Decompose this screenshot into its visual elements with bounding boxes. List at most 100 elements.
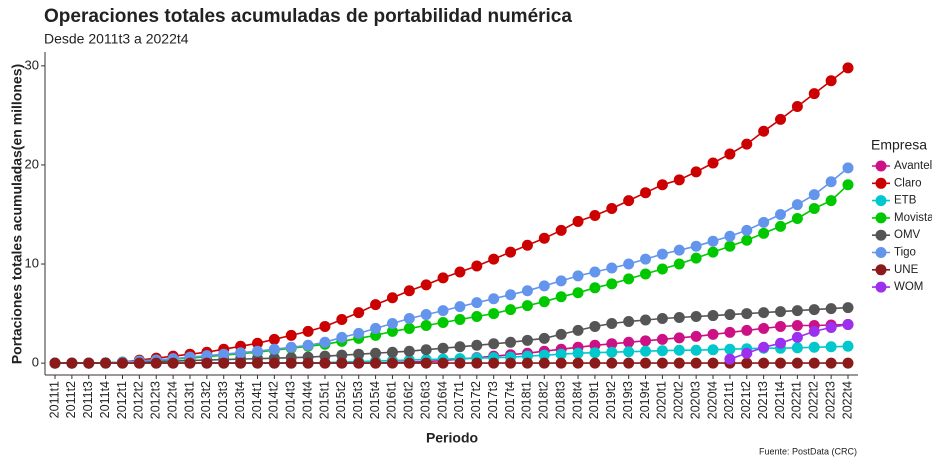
- data-point: [521, 285, 533, 297]
- data-point: [758, 307, 770, 319]
- x-tick-label: 2012t4: [165, 381, 179, 419]
- data-point: [690, 344, 702, 356]
- data-point: [589, 357, 601, 369]
- data-point: [825, 357, 837, 369]
- data-point: [353, 327, 365, 339]
- data-point: [775, 113, 787, 125]
- data-point: [673, 312, 685, 324]
- data-point: [521, 300, 533, 312]
- data-point: [386, 357, 398, 369]
- data-point: [488, 357, 500, 369]
- data-point: [623, 357, 635, 369]
- data-point: [437, 357, 449, 369]
- x-tick-label: 2015t3: [351, 381, 365, 419]
- data-point: [656, 179, 668, 191]
- x-tick-label: 2015t4: [368, 381, 382, 419]
- data-point: [825, 195, 837, 207]
- data-point: [808, 357, 820, 369]
- x-axis-label: Periodo: [426, 430, 478, 446]
- y-tick-label: 20: [25, 156, 39, 171]
- data-point: [775, 306, 787, 318]
- data-point: [589, 320, 601, 332]
- data-point: [791, 342, 803, 354]
- data-point: [791, 319, 803, 331]
- data-point: [336, 314, 348, 326]
- data-point: [640, 314, 652, 326]
- legend-label: Claro: [894, 177, 921, 189]
- data-point: [505, 289, 517, 301]
- x-tick-label: 2020t4: [705, 381, 719, 419]
- data-point: [623, 336, 635, 348]
- data-point: [133, 357, 145, 369]
- data-point: [673, 332, 685, 344]
- data-point: [707, 246, 719, 258]
- data-point: [555, 357, 567, 369]
- data-point: [623, 315, 635, 327]
- data-point: [623, 346, 635, 358]
- data-point: [791, 199, 803, 211]
- data-point: [589, 266, 601, 278]
- legend-key: [875, 281, 887, 293]
- data-point: [808, 325, 820, 337]
- data-point: [521, 334, 533, 346]
- x-tick-label: 2017t4: [503, 381, 517, 419]
- data-point: [251, 345, 263, 357]
- data-point: [555, 291, 567, 303]
- data-point: [403, 285, 415, 297]
- data-point: [251, 337, 263, 349]
- data-point: [572, 270, 584, 282]
- data-point: [505, 336, 517, 348]
- data-point: [370, 322, 382, 334]
- data-point: [825, 75, 837, 87]
- data-point: [707, 235, 719, 247]
- data-point: [555, 328, 567, 340]
- data-point: [302, 325, 314, 337]
- legend-key: [875, 247, 887, 258]
- data-point: [572, 324, 584, 336]
- legend-key: [875, 229, 887, 241]
- data-point: [471, 311, 483, 323]
- data-point: [319, 336, 331, 348]
- data-point: [403, 313, 415, 325]
- data-point: [370, 347, 382, 359]
- data-point: [673, 174, 685, 186]
- legend-key: [875, 264, 887, 276]
- data-point: [235, 357, 247, 369]
- data-point: [488, 293, 500, 305]
- data-point: [403, 322, 415, 334]
- data-point: [775, 357, 787, 369]
- data-point: [505, 246, 517, 258]
- data-point: [83, 357, 95, 369]
- data-point: [606, 338, 618, 350]
- data-point: [268, 333, 280, 345]
- x-tick-label: 2016t3: [418, 381, 432, 419]
- data-point: [353, 307, 365, 319]
- data-point: [791, 100, 803, 112]
- data-point: [218, 348, 230, 360]
- x-tick-label: 2017t1: [452, 381, 466, 419]
- data-point: [640, 335, 652, 347]
- data-point: [150, 357, 162, 369]
- legend-key: [875, 195, 887, 207]
- data-point: [454, 314, 466, 326]
- x-tick-label: 2018t3: [553, 381, 567, 419]
- caption: Fuente: PostData (CRC): [759, 446, 857, 456]
- data-point: [775, 208, 787, 220]
- data-point: [555, 224, 567, 236]
- data-point: [420, 279, 432, 291]
- x-tick-label: 2017t3: [486, 381, 500, 419]
- data-point: [741, 357, 753, 369]
- data-point: [741, 308, 753, 320]
- data-point: [184, 357, 196, 369]
- data-point: [538, 332, 550, 344]
- x-tick-label: 2015t1: [317, 381, 331, 419]
- data-point: [572, 215, 584, 227]
- data-point: [808, 341, 820, 353]
- data-point: [690, 252, 702, 264]
- data-point: [656, 333, 668, 345]
- data-point: [606, 278, 618, 290]
- data-point: [656, 345, 668, 357]
- data-point: [386, 346, 398, 358]
- data-point: [505, 357, 517, 369]
